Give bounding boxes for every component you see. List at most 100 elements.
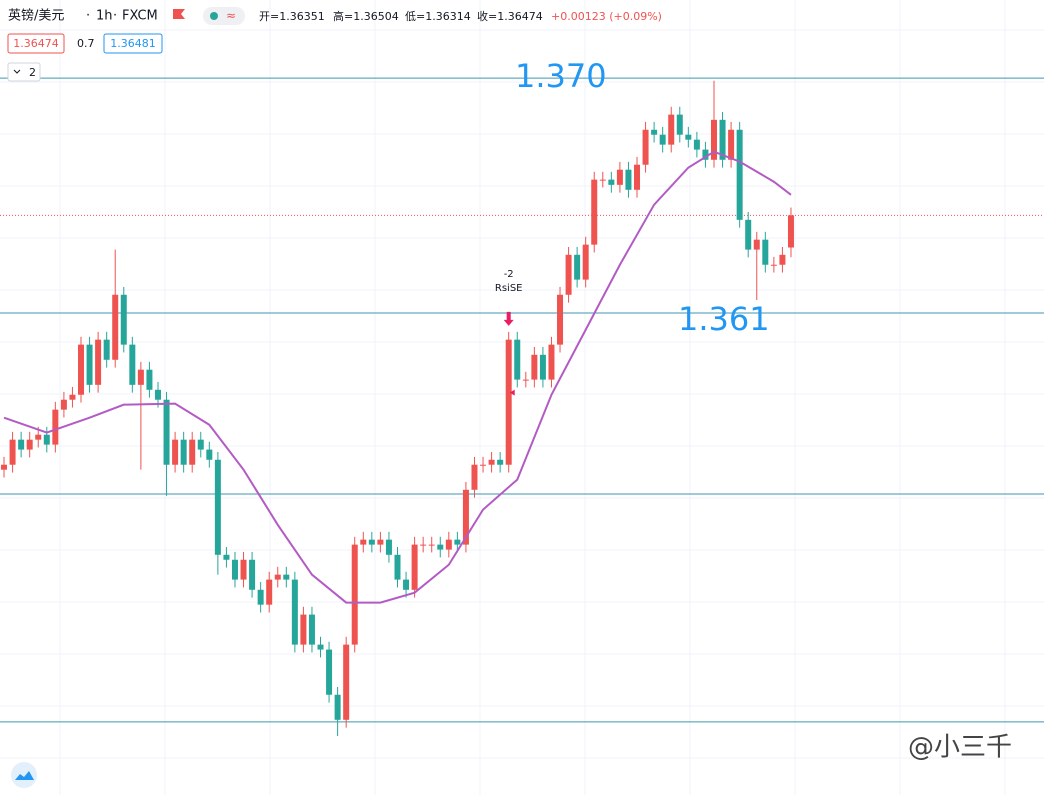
candle-body xyxy=(454,539,461,545)
candle-body xyxy=(651,129,658,135)
candle-body xyxy=(9,439,16,465)
candle-body xyxy=(659,134,666,145)
candle-body xyxy=(471,464,478,490)
ohlc-high: 高=1.36504 xyxy=(333,9,399,23)
candle-body xyxy=(291,579,298,645)
chevron xyxy=(13,69,21,74)
candle-body xyxy=(257,589,264,605)
ohlc-close: 收=1.36474 xyxy=(477,9,543,23)
candle-body xyxy=(60,399,67,410)
candle-body xyxy=(283,574,290,580)
bid-box[interactable] xyxy=(7,33,65,54)
candle-body xyxy=(206,449,213,460)
candle-body xyxy=(231,559,238,580)
candle-body xyxy=(488,459,495,465)
candle-body xyxy=(462,489,469,545)
logo xyxy=(11,762,37,788)
candle-body xyxy=(411,544,418,590)
candle-body xyxy=(642,129,649,165)
candle-body xyxy=(146,369,153,390)
candle-body xyxy=(274,574,281,580)
symbol: 英镑/美元 xyxy=(8,8,64,24)
candle-body xyxy=(522,379,529,381)
candle-body xyxy=(779,254,786,265)
candle-body xyxy=(163,399,170,465)
ask: 1.36481 xyxy=(110,37,156,50)
candle-body xyxy=(26,439,33,450)
flag-icon[interactable] xyxy=(173,9,185,19)
candle-body xyxy=(95,339,102,385)
collapse-count: 2 xyxy=(29,66,36,79)
status-dot xyxy=(210,12,218,20)
candle-body xyxy=(582,244,589,280)
candle-body xyxy=(86,344,93,385)
candle-body xyxy=(762,239,769,265)
logo-bg xyxy=(11,762,37,788)
candle-body xyxy=(394,554,401,580)
candle-body xyxy=(180,439,187,465)
candle-body xyxy=(103,339,110,360)
level-label: 1.370 xyxy=(515,57,607,95)
candle-body xyxy=(326,649,333,695)
candle-body xyxy=(676,114,683,135)
candle-body xyxy=(420,544,427,546)
candle-body xyxy=(736,129,743,220)
candle-body xyxy=(300,614,307,645)
candle-body xyxy=(599,179,606,181)
candle-body xyxy=(52,409,59,445)
signal-marker xyxy=(509,389,515,396)
ask-box[interactable] xyxy=(103,33,163,54)
candle-body xyxy=(266,579,273,605)
interval: 1h xyxy=(96,9,113,24)
status-pill[interactable] xyxy=(203,7,245,25)
spread: 0.7 xyxy=(77,37,95,50)
candle-body xyxy=(437,544,444,550)
candle-body xyxy=(668,114,675,145)
candle-body xyxy=(480,464,487,466)
candle-body xyxy=(43,434,50,445)
logo-icon xyxy=(15,771,34,780)
candle-body xyxy=(223,554,230,560)
candle-body xyxy=(197,439,204,450)
candle-body xyxy=(728,129,735,160)
candle-body xyxy=(78,344,85,395)
candle-body xyxy=(403,579,410,590)
ohlc-low: 低=1.36314 xyxy=(405,10,471,23)
candle-body xyxy=(702,149,709,160)
candle-body xyxy=(565,254,572,295)
candle-body xyxy=(334,694,341,720)
ohlc-open: 开=1.36351 xyxy=(259,10,325,23)
candle-body xyxy=(385,539,392,555)
collapse-button[interactable] xyxy=(7,62,41,82)
ma-line xyxy=(3,150,792,604)
watermark: @小三千 xyxy=(908,733,1012,763)
candle-body xyxy=(693,139,700,150)
candle-body xyxy=(625,169,632,190)
candle-body xyxy=(548,344,555,380)
candle-body xyxy=(574,254,581,280)
candle-body xyxy=(745,219,752,250)
candle-body xyxy=(608,179,615,185)
separator: · xyxy=(113,9,117,24)
candle-body xyxy=(35,434,42,440)
candle-body xyxy=(240,559,247,580)
candle-body xyxy=(172,439,179,465)
candle-body xyxy=(514,339,521,380)
level-label: 1.361 xyxy=(678,300,770,338)
candle-body xyxy=(137,369,144,385)
signal-arrow xyxy=(503,311,514,326)
candle-body xyxy=(445,539,452,550)
candle-body xyxy=(18,439,25,450)
candle-body xyxy=(710,119,717,160)
bid: 1.36474 xyxy=(13,37,59,50)
candle-body xyxy=(112,294,119,360)
candle-body xyxy=(249,559,256,590)
candle-body xyxy=(634,164,641,190)
change: +0.00123 (+0.09%) xyxy=(551,10,662,23)
candle-body xyxy=(616,169,623,185)
candle-body xyxy=(685,134,692,140)
candle-body xyxy=(787,215,794,248)
candle-body xyxy=(343,644,350,720)
candle-body xyxy=(214,459,221,555)
